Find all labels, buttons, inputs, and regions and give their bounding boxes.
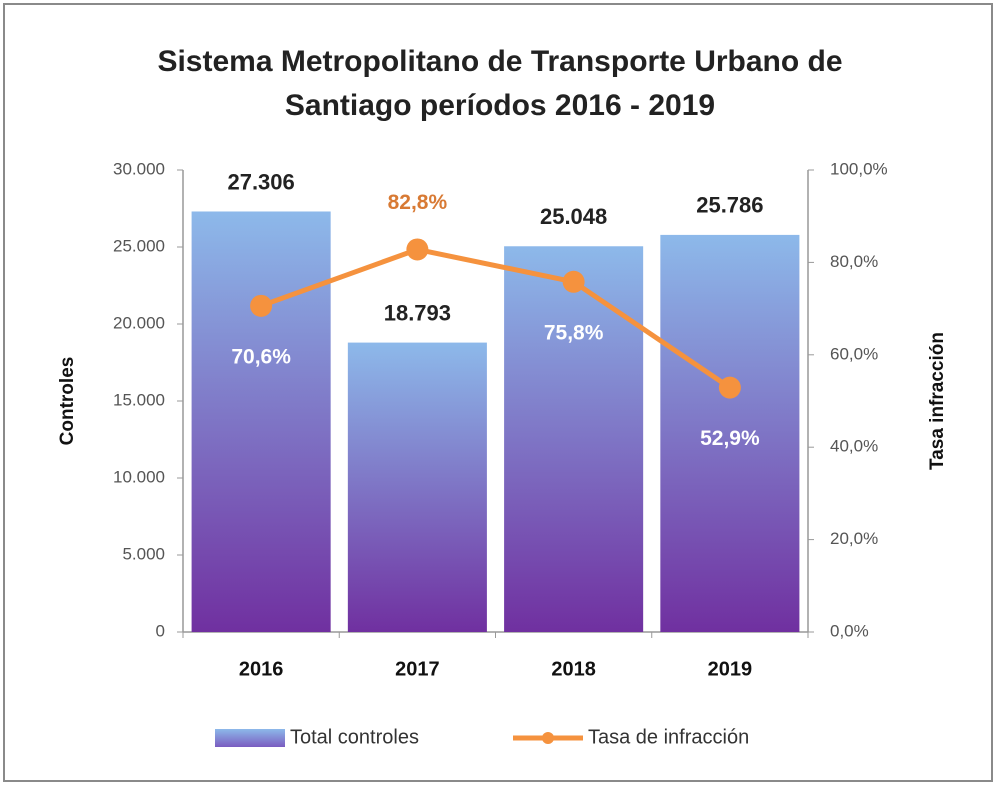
bar xyxy=(191,211,331,632)
line-point xyxy=(250,294,273,317)
y-tick-label: 20.000 xyxy=(113,313,165,332)
y2-tick-label: 100,0% xyxy=(830,159,888,178)
y2-tick-label: 40,0% xyxy=(830,437,878,456)
y-tick-label: 25.000 xyxy=(113,236,165,255)
x-tick-label: 2018 xyxy=(551,658,596,680)
chart-title: Sistema Metropolitano de Transporte Urba… xyxy=(157,45,843,122)
line-value-label: 82,8% xyxy=(388,191,448,214)
x-tick-label: 2016 xyxy=(239,658,284,680)
bar xyxy=(504,246,644,632)
y2-tick-label: 80,0% xyxy=(830,252,878,271)
y2-axis-title: Tasa infracción xyxy=(927,332,948,470)
legend-label: Tasa de infracción xyxy=(588,726,749,748)
line-value-label: 75,8% xyxy=(544,321,604,344)
bar-value-label: 25.048 xyxy=(540,204,607,229)
y-axis-title: Controles xyxy=(57,357,78,446)
legend-swatch-point xyxy=(542,732,554,744)
line-point xyxy=(562,270,585,293)
y-tick-label: 0 xyxy=(156,621,165,640)
bar xyxy=(347,342,487,632)
bar xyxy=(660,234,800,632)
bar-value-label: 27.306 xyxy=(227,169,294,194)
legend-label: Total controles xyxy=(290,726,419,748)
y2-tick-label: 0,0% xyxy=(830,621,869,640)
x-tick-label: 2017 xyxy=(395,658,440,680)
legend-swatch xyxy=(215,729,285,747)
y-tick-label: 15.000 xyxy=(113,390,165,409)
line xyxy=(260,246,732,390)
chart-border xyxy=(3,3,993,782)
bar-value-label: 25.786 xyxy=(696,193,763,218)
line-point xyxy=(406,238,429,261)
y-tick-label: 30.000 xyxy=(113,159,165,178)
line-point xyxy=(718,376,741,399)
y-tick-label: 10.000 xyxy=(113,467,165,486)
y2-tick-label: 20,0% xyxy=(830,529,878,548)
line-value-label: 52,9% xyxy=(700,427,760,450)
y-tick-label: 5.000 xyxy=(122,544,165,563)
bar-value-label: 18.793 xyxy=(384,300,451,325)
x-tick-label: 2019 xyxy=(708,658,753,680)
line-value-label: 70,6% xyxy=(231,345,291,368)
y2-tick-label: 60,0% xyxy=(830,344,878,363)
